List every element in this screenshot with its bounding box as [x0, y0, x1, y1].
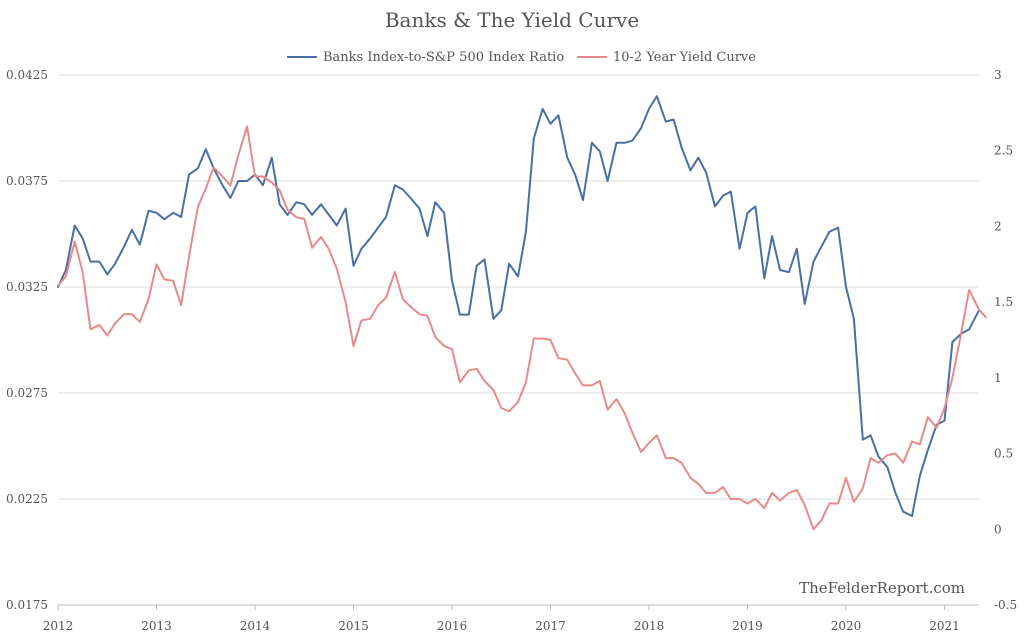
- y-right-tick-label: 2: [994, 219, 1002, 233]
- y-left-tick-label: 0.0225: [6, 492, 48, 506]
- x-tick-label: 2012: [43, 619, 74, 633]
- watermark: TheFelderReport.com: [799, 579, 965, 597]
- y-right-tick-label: 3: [994, 68, 1002, 82]
- x-tick-label: 2019: [732, 619, 763, 633]
- x-tick-label: 2016: [437, 619, 468, 633]
- y-right-tick-label: 0: [994, 522, 1002, 536]
- y-axis-right: -0.5 0 0.5 1 1.5 2 2.5 3: [994, 68, 1017, 612]
- x-tick-label: 2020: [831, 619, 862, 633]
- legend: Banks Index-to-S&P 500 Index Ratio 10-2 …: [287, 50, 756, 65]
- x-tick-label: 2021: [929, 619, 960, 633]
- series-line-yield-curve: [57, 125, 987, 531]
- y-left-tick-label: 0.0425: [6, 68, 48, 82]
- legend-label-banks: Banks Index-to-S&P 500 Index Ratio: [323, 50, 564, 65]
- y-left-tick-label: 0.0375: [6, 174, 48, 188]
- chart-title: Banks & The Yield Curve: [385, 8, 639, 32]
- x-axis: 2012 2013 2014 2015 2016 2017 2018 2019 2020 2021: [43, 605, 960, 633]
- x-tick-label: 2018: [634, 619, 665, 633]
- x-tick-label: 2014: [240, 619, 271, 633]
- y-right-tick-label: -0.5: [994, 598, 1017, 612]
- gridlines: [58, 74, 979, 606]
- series-line-banks-ratio: [57, 95, 980, 517]
- y-left-tick-label: 0.0325: [6, 280, 48, 294]
- x-tick-label: 2017: [535, 619, 566, 633]
- y-left-tick-label: 0.0275: [6, 386, 48, 400]
- y-axis-left: 0.0175 0.0225 0.0275 0.0325 0.0375 0.0425: [6, 68, 48, 612]
- series-lines: [57, 95, 987, 531]
- y-right-tick-label: 2.5: [994, 144, 1013, 158]
- y-right-tick-label: 1.5: [994, 295, 1013, 309]
- y-left-tick-label: 0.0175: [6, 598, 48, 612]
- y-right-tick-label: 0.5: [994, 447, 1013, 461]
- x-tick-label: 2013: [141, 619, 172, 633]
- y-right-tick-label: 1: [994, 371, 1002, 385]
- legend-label-yield-curve: 10-2 Year Yield Curve: [613, 50, 756, 65]
- x-tick-label: 2015: [338, 619, 369, 633]
